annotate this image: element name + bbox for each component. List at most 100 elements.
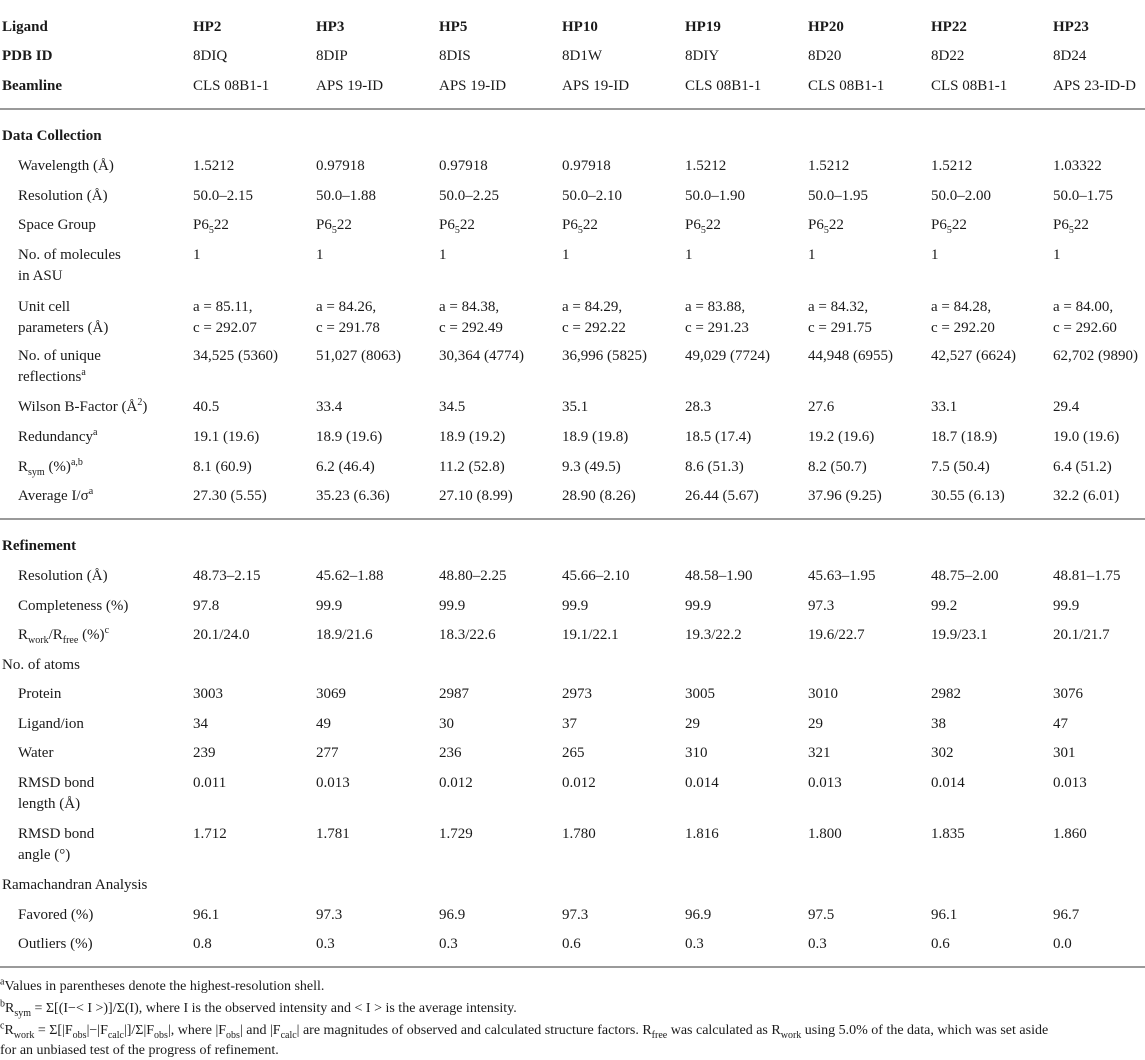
value-cell: 20.1/21.7 [1053, 627, 1110, 643]
value-cell: 1 [808, 247, 816, 263]
header-pdb-row: PDB ID 8DIQ 8DIP 8DIS 8D1W 8DIY 8D20 8D22 8D24 [0, 41, 1145, 71]
value-cell: 6.4 (51.2) [1053, 459, 1112, 475]
value-cell: 0.012 [562, 775, 596, 791]
value-cell: 3069 [316, 686, 346, 702]
row-label: Space Group [18, 217, 96, 233]
section-data-collection: Data Collection [0, 121, 1145, 151]
value-cell: 1 [193, 247, 201, 263]
value-cell: 34 [193, 716, 208, 732]
value-cell: 19.6/22.7 [808, 627, 865, 643]
value-cell: 19.1 (19.6) [193, 429, 260, 445]
row-label: Wilson B-Factor (Å2) [18, 397, 148, 416]
pdb-id: 8DIY [685, 48, 720, 64]
value-cell: 19.2 (19.6) [808, 429, 875, 445]
value-cell: 302 [931, 745, 954, 761]
value-cell: 42,527 (6624) [931, 348, 1016, 364]
value-cell: 48.81–1.75 [1053, 568, 1121, 584]
beamline-header-label: Beamline [2, 78, 62, 94]
pdb-header-label: PDB ID [2, 48, 53, 64]
row-wilson-b: Wilson B-Factor (Å2) 40.5 33.4 34.5 35.1 28.3… [0, 392, 1145, 422]
value-cell: 3010 [808, 686, 838, 702]
value-cell: 50.0–2.00 [931, 188, 991, 204]
beamline-value: CLS 08B1-1 [808, 78, 885, 94]
row-label: Wavelength (Å) [18, 158, 114, 174]
value-cell: 96.1 [931, 907, 958, 923]
value-cell: 36,996 (5825) [562, 348, 647, 364]
value-cell: 26.44 (5.67) [685, 488, 759, 504]
row-rmsd-length: RMSD bond length (Å) 0.011 0.013 0.012 0.012 0… [0, 768, 1145, 816]
value-cell: 8.6 (51.3) [685, 459, 744, 475]
space-group-value: P6522 [193, 217, 229, 236]
space-group-value: P6522 [808, 217, 844, 236]
value-cell: 49 [316, 716, 331, 732]
row-rsym: Rsym (%)a,b 8.1 (60.9) 6.2 (46.4) 11.2 (52.… [0, 452, 1145, 482]
row-label: Unit cell parameters (Å) [18, 299, 109, 336]
value-cell: 301 [1053, 745, 1076, 761]
value-cell: 20.1/24.0 [193, 627, 250, 643]
value-cell: 27.6 [808, 399, 835, 415]
value-cell: 29.4 [1053, 399, 1080, 415]
value-cell: 19.0 (19.6) [1053, 429, 1120, 445]
value-cell: 33.1 [931, 399, 958, 415]
unit-cell-value: a = 85.11, c = 292.07 [193, 299, 257, 336]
value-cell: 236 [439, 745, 462, 761]
row-label: Water [18, 745, 54, 761]
unit-cell-value: a = 84.28, c = 292.20 [931, 299, 995, 336]
value-cell: 50.0–2.15 [193, 188, 253, 204]
row-redundancy: Redundancya 19.1 (19.6) 18.9 (19.6) 18.9 (1… [0, 422, 1145, 452]
value-cell: 1.5212 [808, 158, 850, 174]
value-cell: 96.1 [193, 907, 220, 923]
space-group-value: P6522 [1053, 217, 1089, 236]
value-cell: 1.816 [685, 826, 719, 842]
value-cell: 96.7 [1053, 907, 1080, 923]
footnote-b: bRsym = Σ[(I−< I >)]/Σ(I), where I is th… [0, 998, 517, 1019]
value-cell: 27.10 (8.99) [439, 488, 513, 504]
value-cell: 0.8 [193, 936, 212, 952]
row-water: Water 239 277 236 265 310 321 302 301 [0, 738, 1145, 768]
value-cell: 96.9 [439, 907, 466, 923]
row-average-i: Average I/σa 27.30 (5.55) 35.23 (6.36) 27.1… [0, 481, 1145, 511]
value-cell: 1 [1053, 247, 1061, 263]
row-ramachandran: Ramachandran Analysis [0, 870, 1145, 900]
pdb-id: 8D20 [808, 48, 842, 64]
value-cell: 27.30 (5.55) [193, 488, 267, 504]
row-completeness: Completeness (%) 97.8 99.9 99.9 99.9 99.9 97.3… [0, 591, 1145, 621]
value-cell: 99.9 [562, 598, 589, 614]
value-cell: 29 [685, 716, 700, 732]
value-cell: 1 [685, 247, 693, 263]
value-cell: 239 [193, 745, 216, 761]
value-cell: 35.1 [562, 399, 589, 415]
unit-cell-value: a = 84.32, c = 291.75 [808, 299, 872, 336]
row-label: Protein [18, 686, 62, 702]
space-group-value: P6522 [439, 217, 475, 236]
value-cell: 1 [931, 247, 939, 263]
value-cell: 0.013 [316, 775, 350, 791]
value-cell: 48.58–1.90 [685, 568, 753, 584]
value-cell: 48.80–2.25 [439, 568, 507, 584]
ligand-name: HP23 [1053, 19, 1089, 35]
value-cell: 0.6 [562, 936, 581, 952]
value-cell: 0.3 [808, 936, 827, 952]
value-cell: 34.5 [439, 399, 466, 415]
value-cell: 1.5212 [931, 158, 973, 174]
row-unit-cell: Unit cell parameters (Å) a = 85.11, c = 292… [0, 292, 1145, 340]
space-group-value: P6522 [562, 217, 598, 236]
row-label: No. of unique reflectionsa [18, 348, 101, 385]
value-cell: 97.3 [316, 907, 343, 923]
value-cell: 0.3 [685, 936, 704, 952]
value-cell: 34,525 (5360) [193, 348, 278, 364]
row-label: Outliers (%) [18, 936, 93, 952]
value-cell: 50.0–2.10 [562, 188, 622, 204]
value-cell: 8.2 (50.7) [808, 459, 867, 475]
value-cell: 29 [808, 716, 823, 732]
value-cell: 0.014 [931, 775, 965, 791]
value-cell: 1 [316, 247, 324, 263]
value-cell: 97.3 [808, 598, 835, 614]
row-unique-reflections: No. of unique reflectionsa 34,525 (5360) 51… [0, 341, 1145, 389]
footnote-a: aValues in parentheses denote the highes… [0, 976, 325, 994]
value-cell: 0.97918 [562, 158, 611, 174]
row-label: Rsym (%)a,b [18, 457, 83, 478]
space-group-value: P6522 [316, 217, 352, 236]
value-cell: 50.0–1.95 [808, 188, 868, 204]
